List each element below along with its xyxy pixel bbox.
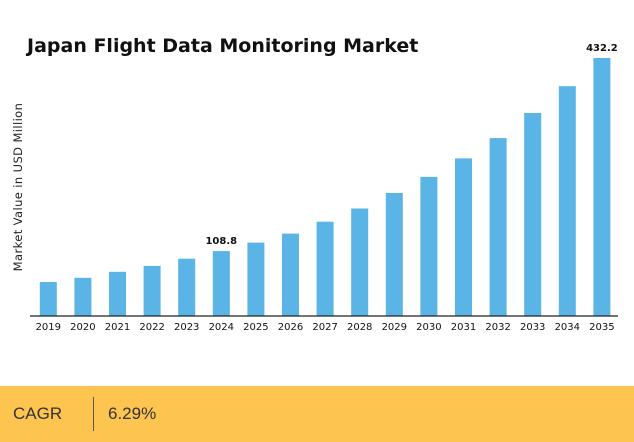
x-tick-label: 2029 [382, 322, 407, 333]
bar-2023 [178, 258, 196, 316]
bar-2024 [212, 251, 230, 316]
bar-2030 [420, 176, 438, 316]
x-tick-label: 2021 [105, 322, 130, 333]
bar-2026 [282, 233, 299, 316]
cagr-banner: CAGR 6.29% [0, 386, 634, 442]
x-tick-label: 2035 [589, 322, 614, 333]
bar-2031 [455, 158, 472, 316]
bar-2019 [39, 282, 57, 316]
bar-2035 [593, 58, 611, 316]
cagr-divider [93, 397, 94, 431]
bars-group [39, 58, 611, 316]
x-tick-labels: 2019 2020 2021 2022 2023 2024 2025 2026 2027 2028… [36, 322, 615, 333]
x-tick-label: 2020 [70, 322, 95, 333]
bar-2032 [489, 138, 507, 316]
chart-title: Japan Flight Data Monitoring Market [25, 35, 418, 57]
data-label: 108.8 [205, 236, 237, 247]
x-tick-label: 2022 [139, 322, 164, 333]
bar-2028 [351, 208, 369, 316]
bar-2020 [74, 277, 92, 316]
bar-2025 [247, 242, 265, 316]
bar-2022 [143, 265, 161, 316]
x-tick-label: 2026 [278, 322, 303, 333]
x-tick-label: 2023 [174, 322, 199, 333]
x-tick-label: 2031 [451, 322, 476, 333]
bar-chart: Japan Flight Data Monitoring Market Mark… [11, 35, 618, 333]
bar-2033 [524, 113, 542, 316]
x-tick-label: 2027 [312, 322, 337, 333]
cagr-value: 6.29% [108, 404, 157, 423]
data-labels: 108.8 432.2 [205, 43, 617, 247]
bar-2021 [109, 271, 126, 316]
x-tick-label: 2033 [520, 322, 545, 333]
data-label: 432.2 [586, 43, 618, 54]
x-tick-label: 2034 [555, 322, 580, 333]
x-tick-label: 2024 [209, 322, 234, 333]
bar-2029 [385, 193, 403, 316]
x-tick-label: 2019 [36, 322, 61, 333]
bar-2027 [316, 221, 334, 316]
bar-2034 [558, 86, 576, 316]
x-tick-label: 2030 [416, 322, 441, 333]
x-tick-label: 2028 [347, 322, 372, 333]
x-tick-label: 2032 [485, 322, 510, 333]
y-axis-label: Market Value in USD Million [11, 103, 25, 272]
cagr-label: CAGR [13, 404, 63, 423]
x-tick-label: 2025 [243, 322, 268, 333]
